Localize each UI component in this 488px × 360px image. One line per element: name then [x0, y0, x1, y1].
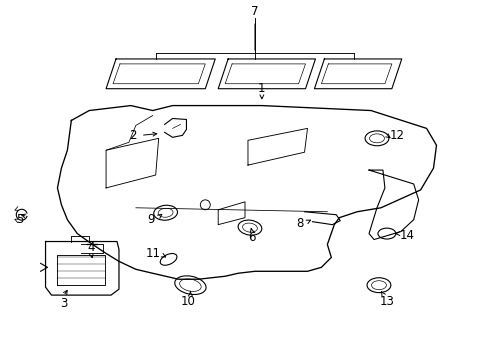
Text: 9: 9 [147, 213, 154, 226]
Text: 12: 12 [388, 129, 404, 142]
Text: 6: 6 [248, 231, 255, 244]
Text: 4: 4 [87, 241, 95, 254]
Text: 1: 1 [258, 82, 265, 95]
Text: 13: 13 [379, 294, 393, 307]
Text: 2: 2 [129, 129, 136, 142]
Text: 11: 11 [145, 247, 160, 260]
Text: 8: 8 [295, 217, 303, 230]
Text: 14: 14 [398, 229, 413, 242]
Text: 3: 3 [60, 297, 67, 310]
Text: 7: 7 [251, 5, 258, 18]
Text: 5: 5 [16, 213, 23, 226]
Text: 10: 10 [181, 294, 196, 307]
